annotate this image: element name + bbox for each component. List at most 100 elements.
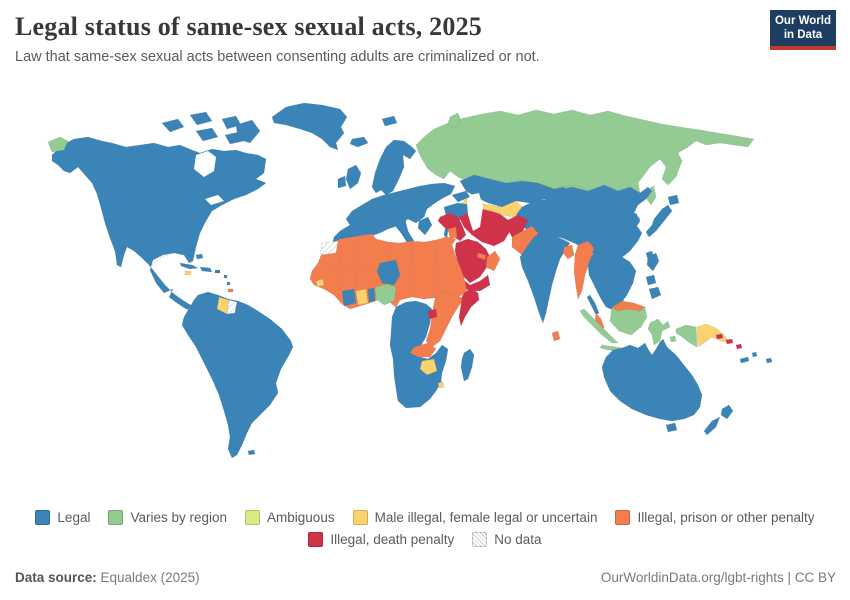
region-borneo-indonesia[interactable] bbox=[609, 306, 648, 336]
region-myanmar[interactable] bbox=[573, 240, 595, 300]
region-jordan[interactable] bbox=[447, 226, 458, 240]
region-niger[interactable] bbox=[376, 259, 401, 286]
region-afghanistan[interactable] bbox=[506, 214, 529, 238]
region-puerto-rico[interactable] bbox=[214, 269, 221, 274]
region-sumatra[interactable] bbox=[579, 308, 619, 344]
region-sri-lanka[interactable] bbox=[551, 330, 561, 342]
region-tasmania[interactable] bbox=[665, 422, 678, 433]
footer-attribution[interactable]: OurWorldinData.org/lgbt-rights | CC BY bbox=[600, 570, 836, 585]
region-nigeria[interactable] bbox=[374, 283, 397, 306]
region-philippines[interactable] bbox=[645, 274, 657, 286]
legend-item-legal[interactable]: Legal bbox=[35, 509, 90, 525]
legend-swatch-legal bbox=[35, 509, 51, 525]
region-greenland[interactable] bbox=[271, 102, 348, 151]
region-solomon-islands[interactable] bbox=[725, 338, 734, 345]
region-israel[interactable] bbox=[443, 228, 449, 240]
data-source-value: Equaldex (2025) bbox=[96, 570, 200, 585]
legend-item-varies[interactable]: Varies by region bbox=[108, 509, 227, 525]
legend-label: Male illegal, female legal or uncertain bbox=[374, 509, 598, 525]
region-korea[interactable] bbox=[627, 212, 641, 230]
region-greece[interactable] bbox=[417, 216, 433, 236]
region-bahamas[interactable] bbox=[195, 253, 204, 260]
owid-logo[interactable]: Our World in Data bbox=[770, 10, 836, 50]
region-australia[interactable] bbox=[601, 338, 703, 422]
region-canadian-arctic[interactable] bbox=[195, 127, 219, 142]
region-novaya-zemlya[interactable] bbox=[447, 112, 462, 130]
region-scandinavia[interactable] bbox=[371, 139, 417, 196]
region-western-sahara[interactable] bbox=[319, 240, 339, 256]
region-eswatini[interactable] bbox=[437, 381, 445, 389]
congo-border bbox=[399, 322, 429, 326]
region-india[interactable] bbox=[519, 232, 571, 324]
region-guinea-bissau[interactable] bbox=[315, 278, 325, 288]
region-new-caledonia[interactable] bbox=[739, 356, 750, 364]
region-syria-iraq[interactable] bbox=[437, 212, 467, 242]
region-ivory-coast[interactable] bbox=[341, 288, 357, 307]
region-uganda[interactable] bbox=[427, 308, 438, 320]
region-zambia[interactable] bbox=[409, 342, 437, 358]
legend-item-male_illegal[interactable]: Male illegal, female legal or uncertain bbox=[352, 509, 598, 525]
legend-label: Illegal, death penalty bbox=[330, 531, 455, 547]
region-west-papua[interactable] bbox=[675, 324, 698, 348]
region-french-guiana[interactable] bbox=[234, 301, 245, 315]
region-uk[interactable] bbox=[345, 164, 362, 190]
legend-item-illegal_death[interactable]: Illegal, death penalty bbox=[308, 531, 455, 547]
world-map-container bbox=[0, 95, 850, 500]
region-madagascar[interactable] bbox=[460, 348, 475, 382]
region-benin-togo[interactable] bbox=[367, 287, 376, 303]
region-guyana[interactable] bbox=[216, 296, 230, 315]
region-ghana[interactable] bbox=[355, 288, 369, 306]
region-fiji-vanuatu[interactable] bbox=[751, 351, 758, 358]
region-indochina[interactable] bbox=[587, 250, 637, 311]
region-iceland[interactable] bbox=[349, 136, 369, 148]
legend-item-ambiguous[interactable]: Ambiguous bbox=[245, 509, 335, 525]
region-bangladesh[interactable] bbox=[562, 244, 575, 260]
region-canadian-arctic[interactable] bbox=[189, 111, 213, 126]
map-legend: Legal Varies by region Ambiguous Male illeg… bbox=[0, 506, 850, 550]
region-chukotka-west[interactable] bbox=[47, 136, 69, 153]
region-solomon-islands[interactable] bbox=[715, 333, 724, 340]
argentina-border bbox=[249, 346, 261, 388]
legend-item-no_data[interactable]: No data bbox=[472, 531, 542, 547]
region-thai-peninsula[interactable] bbox=[586, 294, 600, 316]
region-canadian-arctic[interactable] bbox=[161, 118, 185, 133]
region-sulawesi[interactable] bbox=[647, 318, 671, 346]
region-caucasus[interactable] bbox=[451, 190, 471, 203]
region-philippines[interactable] bbox=[648, 286, 662, 300]
region-ireland[interactable] bbox=[337, 175, 347, 189]
region-malaysia-borneo[interactable] bbox=[611, 300, 646, 312]
region-hispaniola[interactable] bbox=[199, 266, 213, 273]
region-jamaica[interactable] bbox=[184, 270, 192, 276]
region-east-africa[interactable] bbox=[425, 291, 465, 348]
legend-swatch-no_data bbox=[472, 531, 488, 547]
legend-item-illegal_prison[interactable]: Illegal, prison or other penalty bbox=[615, 509, 815, 525]
region-china[interactable] bbox=[515, 184, 653, 262]
region-italy[interactable] bbox=[395, 218, 415, 245]
region-north-america[interactable] bbox=[51, 136, 267, 315]
region-cuba[interactable] bbox=[179, 262, 200, 270]
region-japan[interactable] bbox=[667, 194, 680, 206]
world-map bbox=[47, 102, 773, 459]
region-svalbard[interactable] bbox=[381, 115, 398, 127]
hudson-bay-water bbox=[194, 151, 216, 177]
region-fiji-vanuatu[interactable] bbox=[765, 357, 773, 364]
region-canadian-arctic[interactable] bbox=[235, 119, 261, 144]
region-somalia[interactable] bbox=[458, 287, 480, 327]
region-lesser-antilles[interactable] bbox=[223, 274, 228, 279]
region-new-zealand[interactable] bbox=[720, 404, 734, 420]
region-new-zealand[interactable] bbox=[703, 416, 721, 436]
region-lesser-antilles[interactable] bbox=[226, 281, 231, 286]
region-trinidad[interactable] bbox=[227, 288, 234, 293]
region-philippines[interactable] bbox=[646, 252, 660, 272]
region-zimbabwe[interactable] bbox=[419, 358, 438, 376]
region-falklands[interactable] bbox=[247, 449, 256, 456]
region-uae-qatar[interactable] bbox=[476, 252, 487, 261]
region-japan[interactable] bbox=[645, 204, 673, 238]
region-south-america[interactable] bbox=[181, 291, 294, 459]
legend-label: Ambiguous bbox=[267, 509, 335, 525]
region-maluku[interactable] bbox=[669, 335, 677, 343]
region-oman[interactable] bbox=[485, 250, 501, 272]
caspian-sea-water bbox=[467, 193, 483, 231]
region-papua-new-guinea[interactable] bbox=[696, 323, 731, 348]
region-solomon-islands[interactable] bbox=[735, 343, 743, 350]
